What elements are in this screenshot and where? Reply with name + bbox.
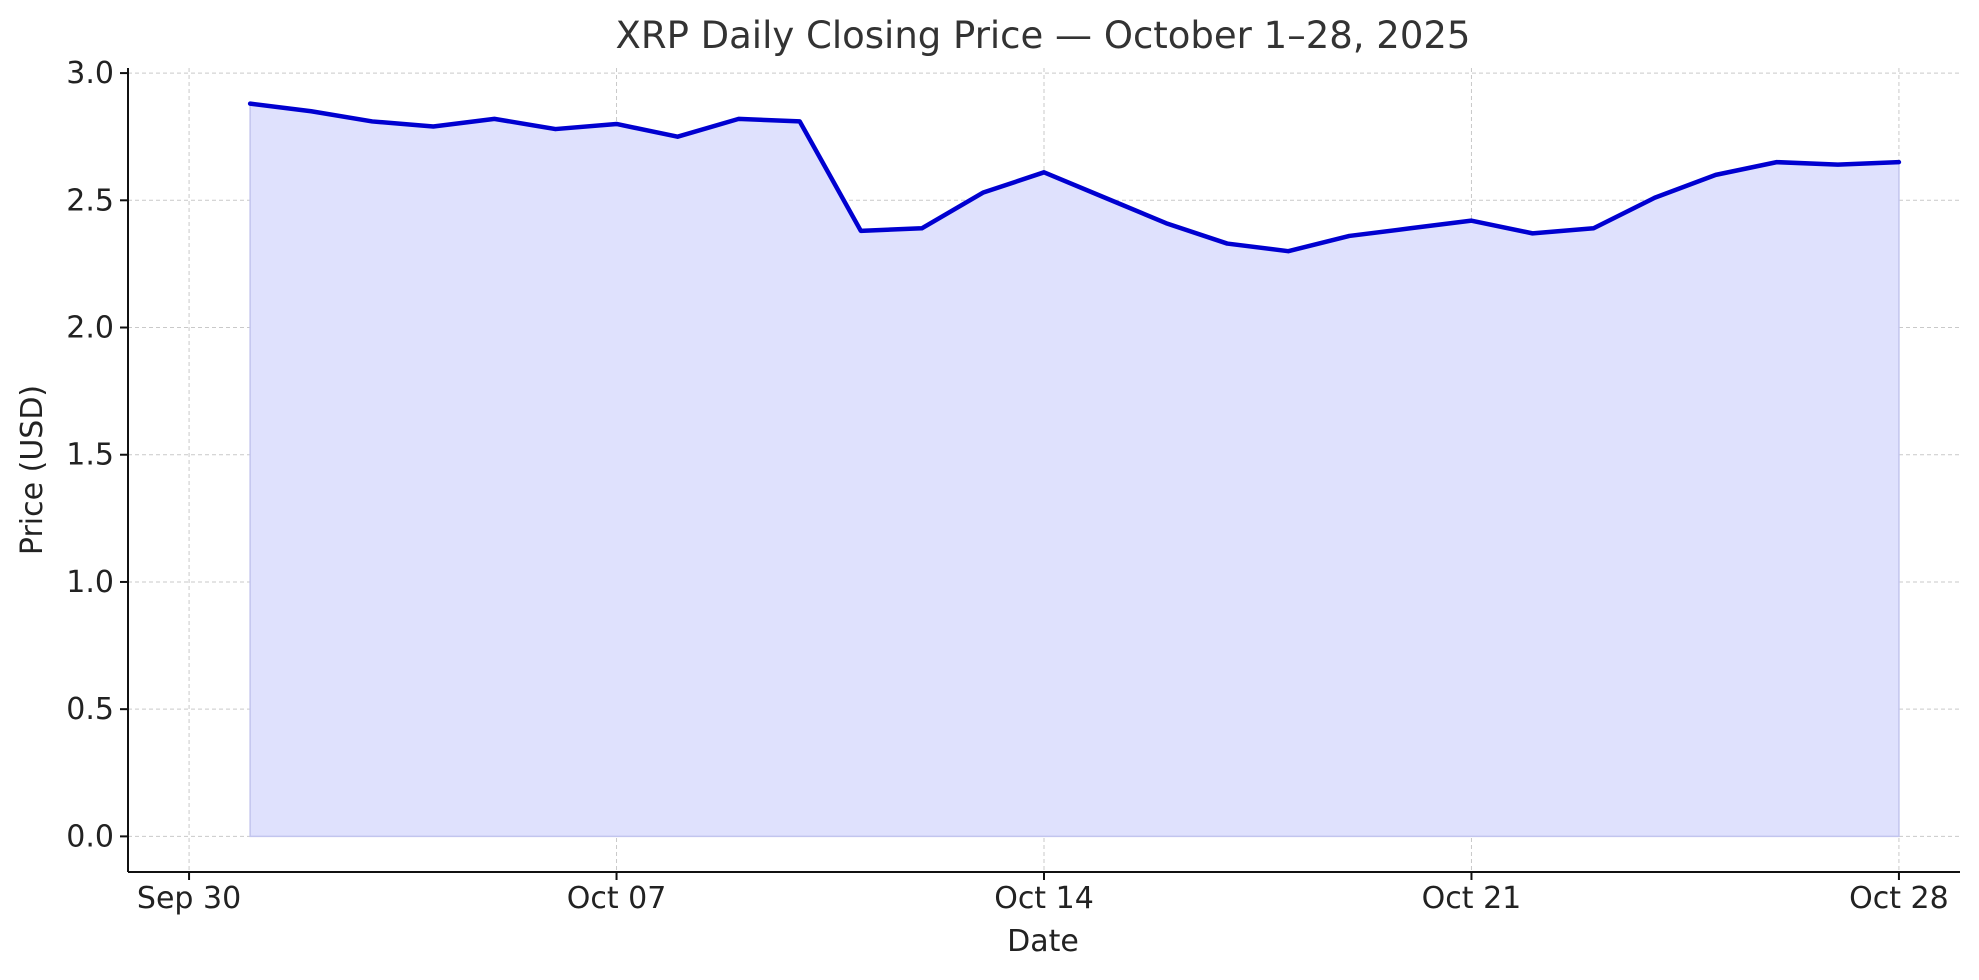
- chart-title: XRP Daily Closing Price — October 1–28, …: [616, 14, 1471, 57]
- y-tick-label: 2.5: [66, 183, 114, 218]
- x-tick-label: Oct 14: [994, 881, 1094, 916]
- x-axis-label: Date: [1007, 924, 1079, 959]
- x-tick-label: Oct 07: [567, 881, 667, 916]
- series-line: [247, 101, 1902, 254]
- plot-area: [247, 101, 1902, 838]
- series-area-fill: [249, 102, 1900, 838]
- y-tick-label: 1.0: [66, 565, 114, 600]
- y-axis-label: Price (USD): [15, 385, 50, 555]
- y-tick-label: 3.0: [66, 56, 114, 91]
- y-tick-label: 0.0: [66, 819, 114, 854]
- y-tick-label: 1.5: [66, 438, 114, 473]
- axes: 0.0 0.5 1.0 1.5 2.0 2.5 3.0 Sep 30 Oct 07 Oct 14 O…: [66, 56, 1960, 916]
- x-tick-label: Sep 30: [137, 881, 241, 916]
- x-tick-label: Oct 21: [1422, 881, 1522, 916]
- x-tick-label: Oct 28: [1849, 881, 1949, 916]
- y-tick-label: 2.0: [66, 311, 114, 346]
- y-tick-label: 0.5: [66, 692, 114, 727]
